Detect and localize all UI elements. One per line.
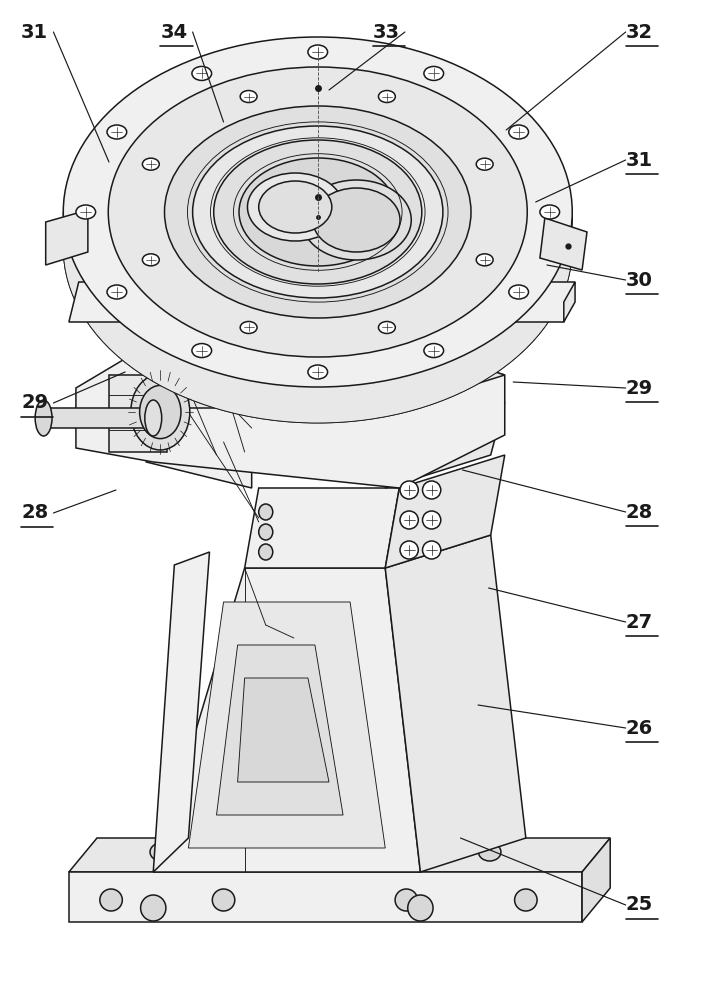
Ellipse shape [259, 181, 332, 233]
Polygon shape [217, 645, 343, 815]
Polygon shape [76, 342, 505, 488]
Ellipse shape [400, 541, 418, 559]
Text: 29: 29 [626, 378, 653, 397]
Ellipse shape [165, 106, 471, 318]
Polygon shape [564, 282, 575, 322]
Polygon shape [153, 568, 420, 872]
Ellipse shape [423, 541, 441, 559]
Ellipse shape [140, 385, 181, 439]
Ellipse shape [400, 481, 418, 499]
Ellipse shape [400, 511, 418, 529]
Polygon shape [188, 602, 385, 848]
Ellipse shape [302, 180, 411, 260]
Ellipse shape [76, 205, 96, 219]
Ellipse shape [141, 895, 166, 921]
Polygon shape [153, 552, 209, 872]
Ellipse shape [63, 37, 572, 387]
Polygon shape [238, 678, 329, 782]
Ellipse shape [192, 344, 212, 358]
Ellipse shape [313, 188, 400, 252]
Polygon shape [146, 418, 252, 488]
Ellipse shape [131, 374, 190, 450]
Text: 30: 30 [626, 270, 652, 290]
Polygon shape [46, 210, 88, 265]
Ellipse shape [107, 285, 127, 299]
Polygon shape [44, 408, 153, 428]
Polygon shape [153, 342, 505, 408]
Ellipse shape [378, 321, 395, 333]
Ellipse shape [259, 524, 273, 540]
Ellipse shape [63, 73, 572, 423]
Ellipse shape [240, 321, 257, 333]
Ellipse shape [476, 254, 493, 266]
Ellipse shape [308, 45, 328, 59]
Text: 29: 29 [21, 393, 49, 412]
Text: 31: 31 [626, 150, 653, 169]
Ellipse shape [378, 91, 395, 103]
Text: 33: 33 [373, 22, 399, 41]
Text: 28: 28 [626, 502, 653, 522]
Ellipse shape [259, 504, 273, 520]
Polygon shape [69, 872, 582, 922]
Ellipse shape [376, 843, 399, 861]
Polygon shape [69, 282, 575, 322]
Text: 31: 31 [21, 22, 49, 41]
Ellipse shape [35, 400, 52, 436]
Text: 34: 34 [160, 22, 188, 41]
Ellipse shape [259, 544, 273, 560]
Ellipse shape [423, 511, 441, 529]
Polygon shape [109, 375, 167, 452]
Ellipse shape [212, 889, 235, 911]
Polygon shape [385, 402, 505, 488]
Polygon shape [582, 838, 610, 922]
Ellipse shape [509, 285, 529, 299]
Ellipse shape [476, 158, 493, 170]
Ellipse shape [423, 481, 441, 499]
Ellipse shape [239, 158, 396, 266]
Ellipse shape [145, 400, 162, 436]
Ellipse shape [247, 173, 343, 241]
Ellipse shape [107, 125, 127, 139]
Text: 26: 26 [626, 718, 653, 738]
Text: 32: 32 [626, 22, 653, 41]
Ellipse shape [214, 140, 422, 284]
Polygon shape [245, 488, 399, 568]
Ellipse shape [108, 67, 527, 357]
Ellipse shape [193, 126, 443, 298]
Ellipse shape [150, 843, 172, 861]
Text: 25: 25 [626, 896, 653, 914]
Ellipse shape [143, 158, 160, 170]
Ellipse shape [192, 66, 212, 80]
Polygon shape [385, 535, 526, 872]
Ellipse shape [509, 125, 529, 139]
Text: 27: 27 [626, 612, 653, 632]
Polygon shape [69, 838, 610, 872]
Polygon shape [63, 212, 572, 423]
Polygon shape [540, 218, 587, 270]
Ellipse shape [408, 895, 433, 921]
Polygon shape [385, 455, 505, 568]
Ellipse shape [100, 889, 122, 911]
Ellipse shape [540, 205, 560, 219]
Text: 28: 28 [21, 504, 49, 522]
Ellipse shape [424, 344, 444, 358]
Ellipse shape [143, 254, 160, 266]
Ellipse shape [263, 843, 285, 861]
Ellipse shape [479, 843, 501, 861]
Ellipse shape [395, 889, 418, 911]
Ellipse shape [240, 91, 257, 103]
Ellipse shape [308, 365, 328, 379]
Ellipse shape [515, 889, 537, 911]
Ellipse shape [424, 66, 444, 80]
